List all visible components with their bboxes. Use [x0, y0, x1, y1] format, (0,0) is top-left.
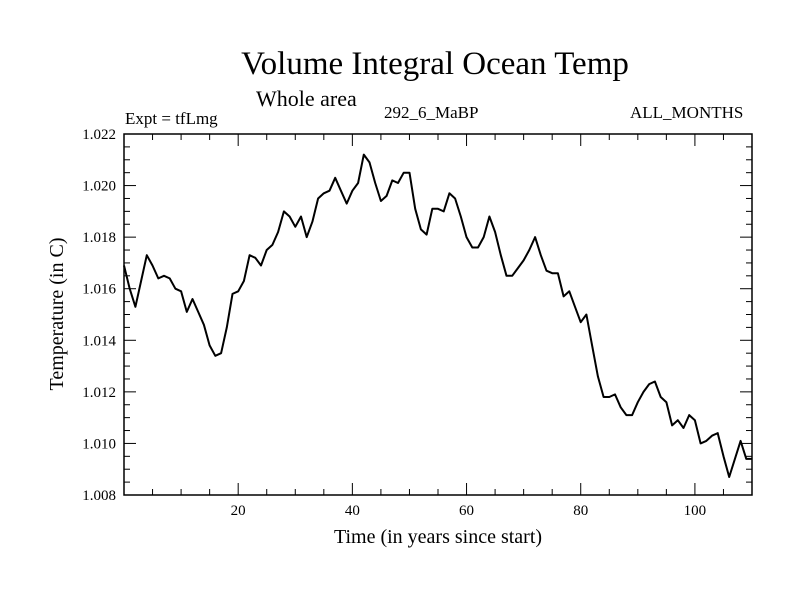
y-axis-label: Temperature (in C) [46, 238, 68, 391]
x-tick-label: 60 [459, 503, 474, 519]
plot-frame [123, 133, 753, 496]
y-axis-ticks: 1.008 1.010 1.012 1.014 1.016 1.018 1.020 1.022 [82, 127, 752, 504]
y-tick-label: 1.010 [82, 436, 116, 452]
experiment-label: Expt = tfLmg [125, 109, 218, 128]
chart-title: Volume Integral Ocean Temp [241, 46, 629, 82]
y-tick-label: 1.016 [82, 282, 116, 298]
x-axis-ticks: 20 40 60 80 100 [152, 134, 724, 519]
y-tick-label: 1.012 [82, 385, 116, 401]
y-tick-label: 1.014 [82, 333, 116, 349]
y-tick-label: 1.022 [82, 127, 116, 143]
y-tick-label: 1.008 [82, 488, 116, 504]
x-tick-label: 20 [231, 503, 246, 519]
x-tick-label: 100 [684, 503, 707, 519]
chart-subtitle: Whole area [256, 86, 357, 111]
months-label: ALL_MONTHS [630, 103, 744, 122]
run-id-label: 292_6_MaBP [384, 103, 479, 122]
y-tick-label: 1.020 [82, 179, 116, 195]
x-tick-label: 40 [345, 503, 360, 519]
x-tick-label: 80 [573, 503, 588, 519]
temperature-series-line [123, 153, 752, 478]
x-axis-label: Time (in years since start) [334, 526, 542, 548]
y-tick-label: 1.018 [82, 230, 116, 246]
